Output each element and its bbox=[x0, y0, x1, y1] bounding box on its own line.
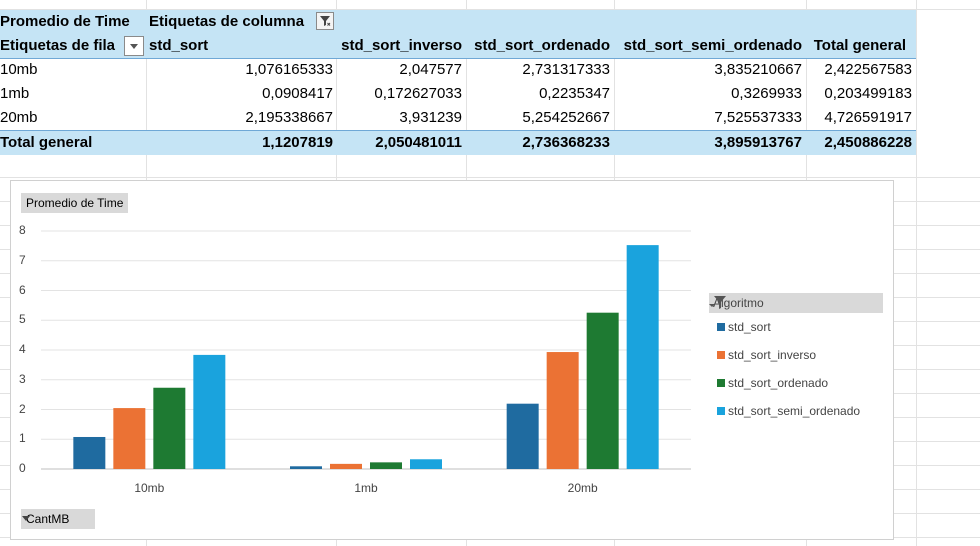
y-tick-label: 3 bbox=[19, 371, 26, 386]
value-cell[interactable]: 0,2235347 bbox=[539, 85, 610, 102]
pivot-data-row: 20mb 2,195338667 3,931239 5,254252667 7,… bbox=[0, 106, 916, 130]
column-header-std-sort-inverso[interactable]: std_sort_inverso bbox=[341, 37, 462, 54]
chart-plot-area bbox=[41, 230, 691, 470]
axis-field-label: CantMB bbox=[26, 512, 70, 526]
y-tick-label: 0 bbox=[19, 461, 26, 475]
legend-label: std_sort_ordenado bbox=[728, 376, 829, 390]
chevron-down-icon bbox=[22, 516, 30, 521]
pivot-data-row: 1mb 0,0908417 0,172627033 0,2235347 0,32… bbox=[0, 82, 916, 106]
value-cell[interactable]: 4,726591917 bbox=[824, 109, 912, 126]
total-value-cell[interactable]: 2,450886228 bbox=[824, 134, 912, 151]
legend-label: std_sort_inverso bbox=[728, 348, 817, 362]
total-row-label[interactable]: Total general bbox=[0, 134, 93, 151]
bar-std-sort-inverso-10mb[interactable] bbox=[113, 408, 146, 469]
y-tick-label: 2 bbox=[19, 401, 26, 416]
bar-std-sort-inverso-20mb[interactable] bbox=[546, 352, 579, 469]
y-tick-label: 7 bbox=[19, 252, 26, 267]
y-tick-label: 4 bbox=[19, 342, 26, 356]
legend-swatch bbox=[717, 323, 725, 331]
column-header-total-general[interactable]: Total general bbox=[813, 37, 906, 54]
column-header-std-sort-semi-ordenado[interactable]: std_sort_semi_ordenado bbox=[623, 37, 802, 54]
value-cell[interactable]: 0,203499183 bbox=[824, 85, 912, 102]
legend-item[interactable]: std_sort_inverso bbox=[709, 341, 883, 369]
y-tick-label: 6 bbox=[19, 282, 26, 297]
bar-std-sort-semi-ordenado-20mb[interactable] bbox=[626, 245, 659, 469]
pivot-column-labels-header[interactable]: Etiquetas de columna bbox=[149, 13, 305, 30]
column-filter-button[interactable] bbox=[316, 12, 334, 30]
bar-std-sort-ordenado-20mb[interactable] bbox=[586, 312, 619, 469]
pivot-total-row: Total general 1,1207819 2,050481011 2,73… bbox=[0, 130, 916, 155]
column-header-std-sort[interactable]: std_sort bbox=[149, 37, 209, 54]
axis-field-button[interactable]: CantMB bbox=[21, 509, 95, 529]
total-value-cell[interactable]: 1,1207819 bbox=[262, 134, 333, 151]
bar-std-sort-ordenado-1mb[interactable] bbox=[370, 462, 402, 469]
legend-item[interactable]: std_sort_ordenado bbox=[709, 369, 883, 397]
legend-label: std_sort bbox=[728, 320, 771, 334]
value-cell[interactable]: 0,0908417 bbox=[262, 85, 333, 102]
value-cell[interactable]: 2,422567583 bbox=[824, 61, 912, 78]
total-value-cell[interactable]: 3,895913767 bbox=[714, 134, 802, 151]
chart-legend: Algoritmo std_sort std_sort_inverso std_so… bbox=[709, 293, 883, 425]
x-tick-label: 1mb bbox=[354, 481, 378, 495]
row-label[interactable]: 20mb bbox=[0, 109, 38, 126]
column-header-std-sort-ordenado[interactable]: std_sort_ordenado bbox=[474, 37, 610, 54]
bar-std-sort-semi-ordenado-1mb[interactable] bbox=[410, 459, 442, 469]
chevron-down-icon bbox=[130, 44, 138, 49]
value-cell[interactable]: 0,3269933 bbox=[731, 85, 802, 102]
value-cell[interactable]: 2,195338667 bbox=[245, 109, 333, 126]
row-label[interactable]: 1mb bbox=[0, 85, 30, 102]
legend-title: Algoritmo bbox=[713, 296, 764, 310]
x-tick-label: 10mb bbox=[134, 481, 165, 495]
legend-field-button[interactable]: Algoritmo bbox=[709, 293, 883, 313]
pivot-header-row-1: Promedio de Time Etiquetas de columna bbox=[0, 10, 916, 34]
pivot-chart[interactable]: Promedio de Time 0 1 2 3 4 5 6 7 8 10mb 1mb 20mb A… bbox=[10, 180, 894, 540]
row-filter-dropdown[interactable] bbox=[124, 36, 144, 56]
bar-std-sort-ordenado-10mb[interactable] bbox=[153, 387, 186, 469]
value-cell[interactable]: 3,835210667 bbox=[714, 61, 802, 78]
bar-std-sort-1mb[interactable] bbox=[290, 466, 322, 469]
bar-std-sort-semi-ordenado-10mb[interactable] bbox=[193, 354, 226, 469]
legend-label: std_sort_semi_ordenado bbox=[728, 404, 861, 418]
total-value-cell[interactable]: 2,736368233 bbox=[522, 134, 610, 151]
x-tick-label: 20mb bbox=[567, 481, 598, 495]
y-tick-label: 1 bbox=[19, 431, 26, 446]
filter-icon bbox=[709, 296, 726, 309]
legend-swatch bbox=[717, 379, 725, 387]
filter-icon bbox=[320, 16, 331, 26]
value-cell[interactable]: 5,254252667 bbox=[522, 109, 610, 126]
value-cell[interactable]: 0,172627033 bbox=[374, 85, 462, 102]
value-cell[interactable]: 2,731317333 bbox=[522, 61, 610, 78]
legend-item[interactable]: std_sort bbox=[709, 313, 883, 341]
bar-std-sort-inverso-1mb[interactable] bbox=[330, 463, 362, 469]
value-field-button[interactable]: Promedio de Time bbox=[21, 193, 129, 213]
legend-swatch bbox=[717, 351, 725, 359]
pivot-value-label[interactable]: Promedio de Time bbox=[0, 13, 130, 30]
bar-std-sort-10mb[interactable] bbox=[73, 436, 106, 469]
total-value-cell[interactable]: 2,050481011 bbox=[375, 134, 462, 151]
legend-swatch bbox=[717, 407, 725, 415]
row-label[interactable]: 10mb bbox=[0, 61, 38, 78]
pivot-data-row: 10mb 1,076165333 2,047577 2,731317333 3,… bbox=[0, 58, 916, 82]
value-cell[interactable]: 2,047577 bbox=[399, 61, 462, 78]
value-cell[interactable]: 3,931239 bbox=[399, 109, 462, 126]
value-cell[interactable]: 7,525537333 bbox=[714, 109, 802, 126]
pivot-row-labels-header[interactable]: Etiquetas de fila bbox=[0, 37, 116, 54]
pivot-header-row-2: Etiquetas de fila std_sort std_sort_inve… bbox=[0, 34, 916, 59]
y-tick-label: 5 bbox=[19, 312, 26, 327]
bar-std-sort-20mb[interactable] bbox=[506, 403, 539, 469]
legend-item[interactable]: std_sort_semi_ordenado bbox=[709, 397, 883, 425]
value-cell[interactable]: 1,076165333 bbox=[245, 61, 333, 78]
y-tick-label: 8 bbox=[19, 223, 26, 237]
